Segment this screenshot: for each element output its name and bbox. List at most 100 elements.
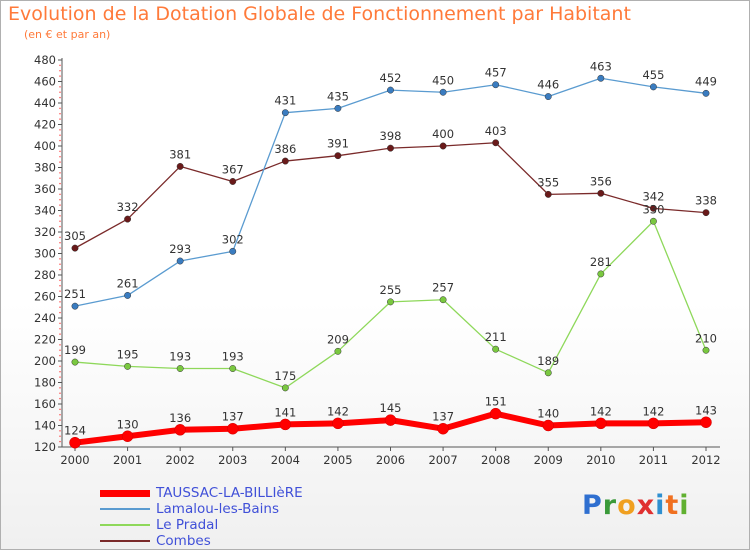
data-label: 193: [222, 350, 244, 364]
data-point: [176, 162, 184, 170]
data-label: 142: [590, 404, 612, 418]
data-point: [387, 86, 394, 94]
brand-logo: Proxiti: [582, 490, 690, 521]
data-point: [492, 139, 500, 147]
data-label: 136: [169, 411, 191, 425]
data-point: [702, 346, 710, 354]
data-label: 356: [590, 174, 612, 188]
y-minor-tick: [59, 263, 61, 265]
data-label: 449: [695, 74, 717, 88]
data-label: 130: [117, 417, 139, 431]
data-label: 400: [432, 127, 454, 141]
y-minor-tick: [59, 225, 61, 228]
data-label: 446: [537, 78, 559, 92]
x-tick-label: 2010: [586, 453, 615, 467]
x-tick-label: 2005: [323, 453, 352, 467]
y-tick-label: 300: [34, 247, 56, 261]
y-minor-tick: [59, 354, 61, 357]
brand-letter: o: [617, 490, 637, 521]
data-point: [489, 407, 502, 420]
data-point: [597, 189, 605, 197]
legend-label-taussac: TAUSSAC-LA-BILLIèRE: [156, 485, 303, 501]
brand-letter: i: [679, 490, 690, 521]
y-minor-tick: [59, 290, 61, 292]
y-minor-tick: [59, 414, 61, 416]
x-tick-label: 2008: [481, 453, 510, 467]
data-point: [176, 365, 184, 372]
x-tick-label: 2011: [639, 453, 668, 467]
y-minor-tick: [59, 242, 61, 244]
data-label: 450: [432, 73, 454, 87]
y-minor-tick: [59, 301, 61, 303]
data-point: [597, 74, 605, 82]
y-minor-tick: [59, 220, 61, 222]
data-point: [544, 190, 552, 198]
y-minor-tick: [59, 322, 61, 325]
data-point: [229, 365, 237, 372]
data-point: [595, 417, 607, 430]
data-label: 431: [274, 94, 296, 108]
data-label: 455: [642, 68, 664, 82]
data-point: [281, 384, 289, 392]
data-label: 355: [537, 175, 559, 189]
y-minor-tick: [59, 236, 61, 239]
legend-swatch-lamalou: [100, 508, 150, 510]
data-point: [384, 414, 397, 426]
y-tick-label: 400: [34, 139, 56, 153]
x-tick-label: 2007: [428, 453, 457, 467]
x-tick-label: 2003: [218, 453, 247, 467]
data-point: [700, 416, 712, 429]
data-point: [492, 81, 500, 89]
y-tick-label: 360: [34, 182, 56, 196]
data-label: 195: [117, 347, 139, 361]
y-minor-tick: [59, 440, 61, 443]
y-minor-tick: [59, 150, 61, 153]
y-tick-label: 340: [34, 204, 56, 218]
y-tick-label: 420: [34, 118, 56, 132]
y-minor-tick: [59, 91, 61, 93]
y-minor-tick: [59, 349, 61, 351]
y-tick-label: 260: [34, 290, 56, 304]
data-point: [281, 157, 289, 165]
y-tick-label: 380: [34, 161, 56, 175]
data-label: 403: [485, 124, 507, 138]
data-label: 338: [695, 194, 717, 208]
y-minor-tick: [59, 285, 61, 287]
y-minor-tick: [59, 86, 61, 88]
data-point: [71, 244, 79, 252]
series-line: [74, 77, 707, 307]
data-label: 332: [117, 200, 139, 214]
y-minor-tick: [59, 258, 61, 260]
y-tick-label: 240: [34, 311, 56, 325]
y-minor-tick: [59, 279, 61, 282]
y-minor-tick: [59, 177, 61, 179]
data-point: [124, 362, 132, 370]
brand-letter: t: [665, 490, 680, 521]
legend-label-combes: Combes: [156, 533, 211, 549]
data-label: 261: [117, 276, 139, 290]
data-point: [71, 358, 79, 366]
data-point: [649, 217, 657, 225]
data-label: 381: [169, 147, 191, 161]
brand-letter: x: [636, 490, 656, 521]
data-point: [279, 418, 292, 431]
data-point: [176, 257, 184, 265]
y-minor-tick: [59, 182, 61, 185]
y-minor-tick: [59, 371, 61, 373]
data-label: 330: [642, 202, 664, 216]
data-label: 302: [222, 232, 244, 246]
data-label: 342: [642, 189, 664, 203]
data-point: [387, 144, 394, 152]
y-minor-tick: [59, 161, 61, 163]
y-minor-tick: [59, 392, 61, 394]
data-point: [121, 430, 134, 442]
data-point: [702, 209, 710, 217]
y-minor-tick: [59, 139, 61, 142]
brand-letter: r: [602, 490, 618, 521]
data-point: [69, 436, 81, 449]
data-point: [71, 302, 79, 310]
legend-item-le-pradal: Le Pradal: [100, 517, 303, 533]
data-label: 255: [380, 283, 402, 297]
data-label: 305: [64, 229, 86, 243]
data-label: 367: [222, 162, 244, 176]
